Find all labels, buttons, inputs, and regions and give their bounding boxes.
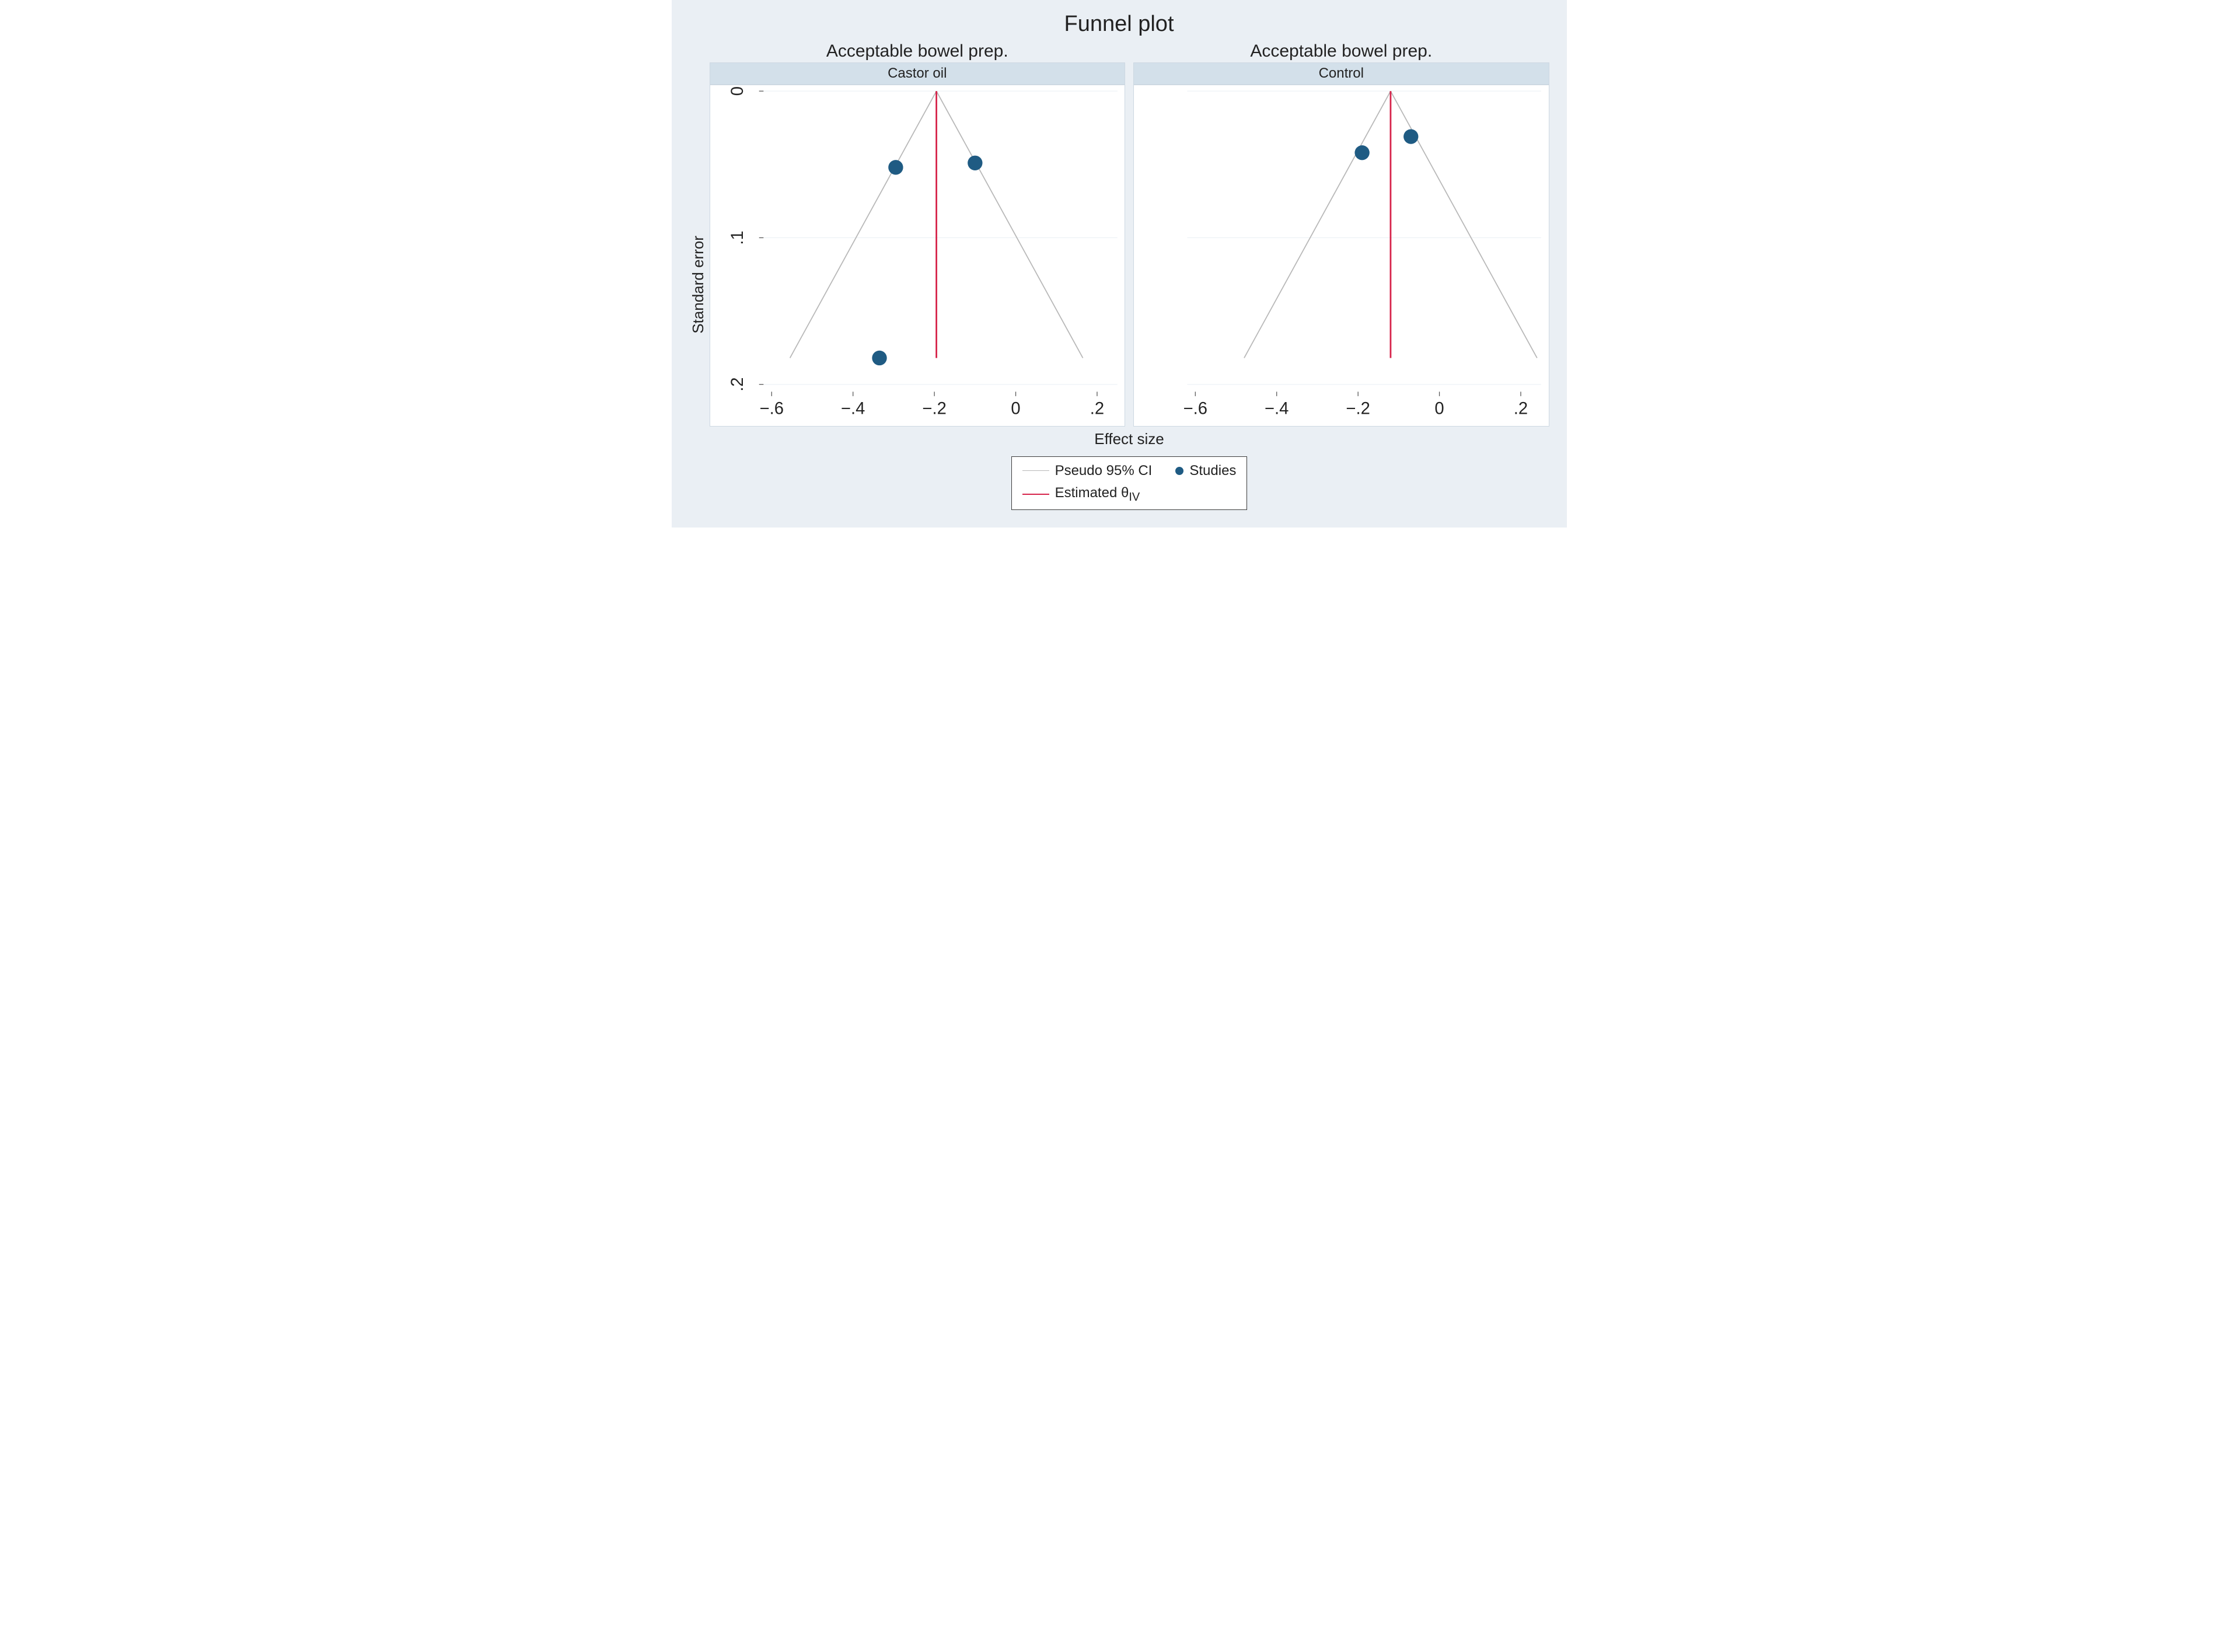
- panels-row: Acceptable bowel prep.Castor oil0.1.2−.6…: [710, 41, 1549, 427]
- panel-0: Acceptable bowel prep.Castor oil0.1.2−.6…: [710, 41, 1126, 427]
- y-axis-label: Standard error: [689, 236, 707, 334]
- panels-wrap: Standard error Acceptable bowel prep.Cas…: [689, 41, 1549, 510]
- x-tick-label: −.2: [922, 399, 946, 418]
- legend-line-swatch: [1022, 470, 1049, 471]
- legend-item: Studies: [1175, 463, 1236, 479]
- plot-svg: 0 .1 .2 −.6 −.4 −.2 0 .2: [710, 85, 1125, 426]
- legend: Pseudo 95% CI Studies Estimated θIV: [1011, 456, 1248, 511]
- x-tick-label: 0: [1434, 399, 1444, 418]
- panel-header: Control: [1133, 62, 1549, 85]
- x-tick-label: −.4: [1265, 399, 1289, 418]
- legend-line-swatch: [1022, 494, 1049, 495]
- legend-item: Pseudo 95% CI: [1022, 463, 1153, 479]
- plot-area: −.6 −.4 −.2 0 .2: [1133, 85, 1549, 427]
- y-axis-column: Standard error: [689, 41, 710, 510]
- x-tick-label: 0: [1011, 399, 1020, 418]
- y-tick-label: .1: [728, 230, 746, 245]
- panel-header: Castor oil: [710, 62, 1126, 85]
- legend-label: Pseudo 95% CI: [1055, 463, 1153, 479]
- legend-item: Estimated θIV: [1022, 485, 1153, 504]
- x-tick-label: −.2: [1346, 399, 1370, 418]
- panel-1: Acceptable bowel prep.Control −.6 −.4 −.2 0.…: [1133, 41, 1549, 427]
- plot-svg: −.6 −.4 −.2 0 .2: [1134, 85, 1549, 426]
- ci-line: [1244, 91, 1391, 358]
- ci-line: [936, 91, 1083, 358]
- legend-label: Studies: [1189, 463, 1236, 479]
- x-tick-label: .2: [1514, 399, 1528, 418]
- x-tick-label: −.6: [759, 399, 783, 418]
- study-marker: [888, 160, 903, 174]
- study-marker: [968, 156, 982, 170]
- x-tick-label: −.4: [841, 399, 865, 418]
- y-tick-label: .2: [728, 378, 746, 392]
- x-tick-label: −.6: [1183, 399, 1207, 418]
- legend-dot-swatch: [1175, 467, 1183, 475]
- x-axis-label: Effect size: [710, 430, 1549, 448]
- study-marker: [872, 351, 886, 365]
- panel-super-title: Acceptable bowel prep.: [1133, 41, 1549, 61]
- study-marker: [1354, 145, 1369, 160]
- study-marker: [1403, 129, 1418, 144]
- y-tick-label: 0: [728, 86, 746, 96]
- chart-container: Funnel plot Standard error Acceptable bo…: [672, 0, 1567, 528]
- panel-super-title: Acceptable bowel prep.: [710, 41, 1126, 61]
- chart-title: Funnel plot: [689, 12, 1549, 37]
- plot-area: 0 .1 .2 −.6 −.4 −.2 0 .2: [710, 85, 1126, 427]
- ci-line: [790, 91, 936, 358]
- x-tick-label: .2: [1090, 399, 1104, 418]
- legend-label: Estimated θIV: [1055, 485, 1140, 504]
